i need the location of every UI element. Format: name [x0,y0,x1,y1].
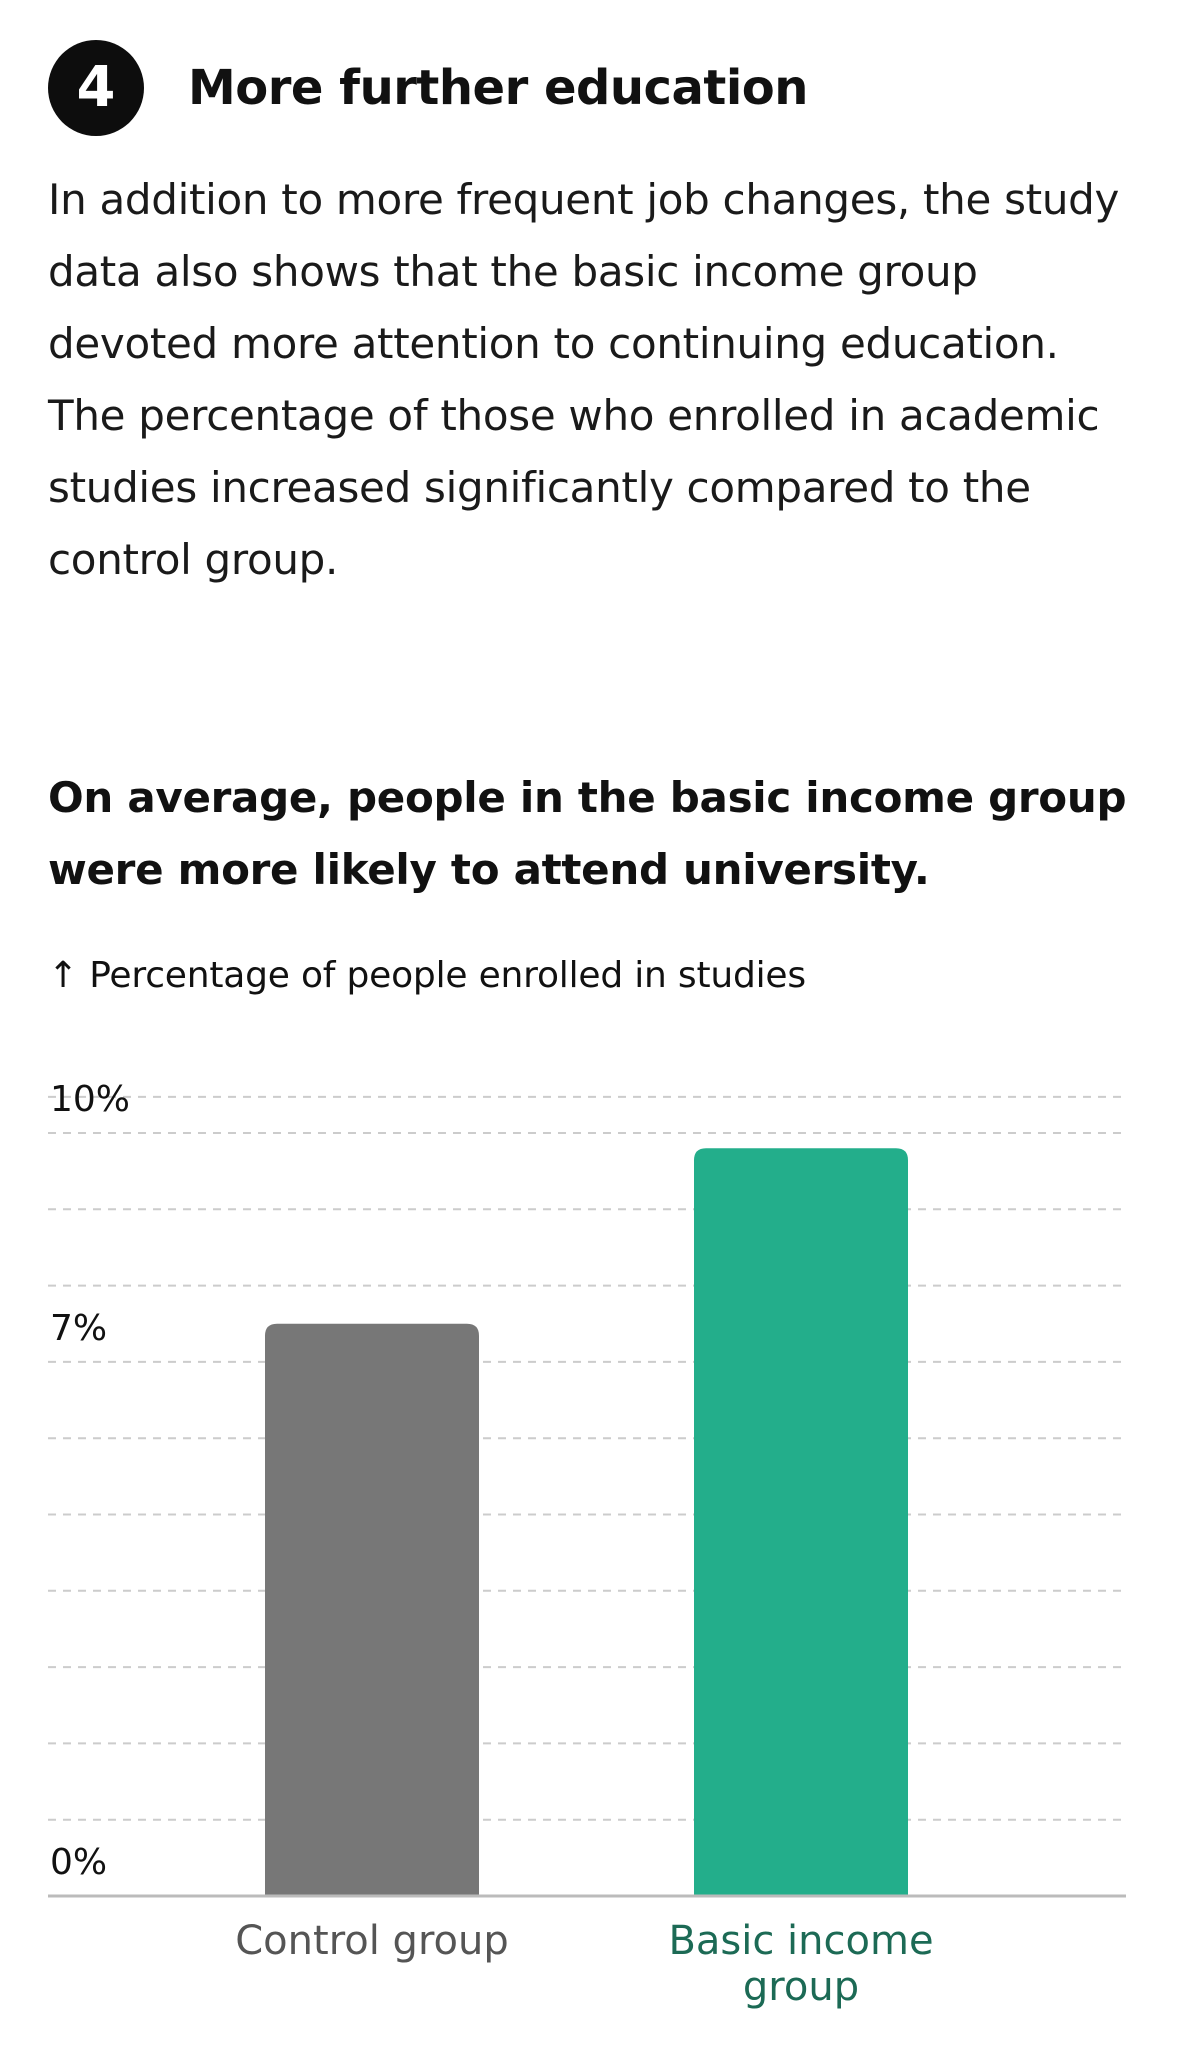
bar-control-group [265,1323,479,1896]
chart-title: On average, people in the basic income g… [48,773,1127,894]
category-labels: Control group Basic income group [235,1918,933,2010]
y-axis-label: ↑ Percentage of people enrolled in studi… [48,955,806,996]
intro-paragraph: In addition to more frequent job changes… [48,175,1120,584]
y-tick-label: 0% [50,1842,107,1883]
section-title: More further education [188,60,808,116]
y-tick-label: 10% [50,1079,130,1120]
y-tick-labels: 0% 7% 10% [50,1079,130,1883]
y-tick-label: 7% [50,1308,107,1349]
gridlines [48,1095,1126,1821]
category-label: Control group [235,1918,508,1964]
bar-basic-income-group [694,1148,908,1896]
category-label: Basic income group [668,1918,933,2010]
section-header: 4 More further education [48,38,808,138]
bars [265,1148,908,1896]
section-number-badge: 4 [48,40,144,136]
